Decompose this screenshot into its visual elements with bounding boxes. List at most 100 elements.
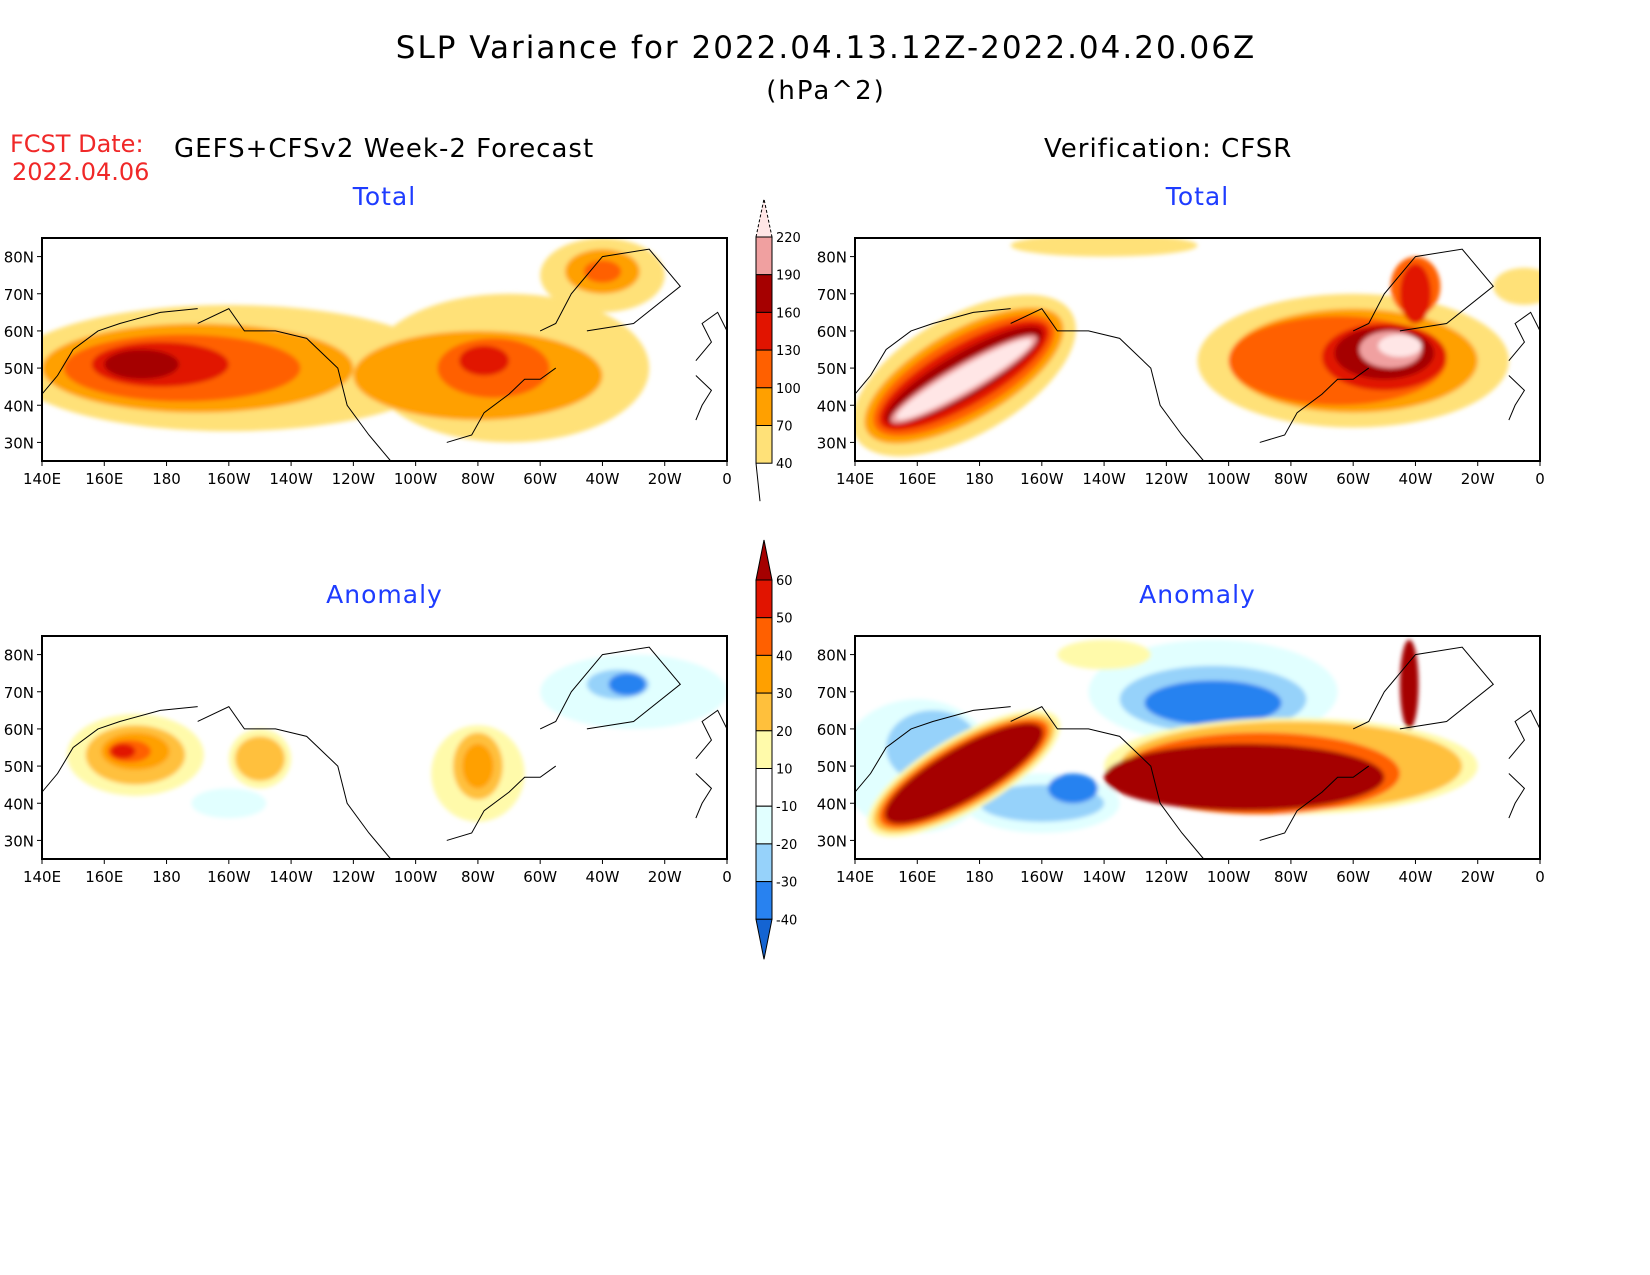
lon-tick-label: 180: [152, 470, 181, 488]
lat-tick-label: 60N: [817, 721, 847, 739]
coastline: [695, 375, 713, 421]
lon-tick-label: 140W: [269, 868, 313, 886]
colorbar-box: [755, 387, 773, 426]
lon-tick-label: 20W: [648, 868, 682, 886]
lon-tick-label: 140W: [1082, 868, 1126, 886]
contour-region: [1493, 267, 1540, 305]
lat-tick-label: 40N: [817, 795, 847, 813]
lat-tick-label: 30N: [817, 832, 847, 850]
lon-tick-label: 80W: [1274, 868, 1308, 886]
coastline: [1508, 709, 1540, 759]
lon-tick-label: 140W: [269, 470, 313, 488]
colorbar-box: [755, 881, 773, 920]
lon-tick-label: 140E: [23, 470, 61, 488]
lon-tick-label: 20W: [1461, 470, 1495, 488]
panel-title-verification-total: Total: [1165, 182, 1230, 211]
lat-tick-label: 50N: [817, 758, 847, 776]
lat-tick-label: 80N: [817, 249, 847, 267]
contour-region: [896, 339, 1032, 420]
lat-tick-label: 50N: [4, 758, 34, 776]
lat-tick-label: 80N: [817, 647, 847, 665]
colorbar-box: [755, 654, 773, 694]
lat-tick-label: 70N: [4, 684, 34, 702]
lon-tick-label: 60W: [1336, 868, 1370, 886]
lon-tick-label: 100W: [1207, 868, 1251, 886]
map-frame: [41, 237, 728, 462]
coastline: [1508, 375, 1526, 421]
contour-region: [583, 260, 622, 283]
contour-region: [1399, 264, 1432, 324]
lon-tick-label: 160E: [898, 470, 936, 488]
colorbar-label: -10: [776, 800, 797, 815]
panel-title-forecast-total: Total: [352, 182, 417, 211]
coastline: [695, 311, 727, 361]
map-frame: [41, 635, 728, 860]
contour-region: [110, 743, 136, 759]
anomaly-colorbar: -40 -30 -20 -10 10 20 30 40 50 60: [755, 539, 797, 960]
map-frame: [854, 635, 1541, 860]
contour-region: [884, 723, 1044, 824]
lat-tick-label: 60N: [4, 323, 34, 341]
lon-tick-label: 0: [1535, 470, 1545, 488]
contour-region: [608, 673, 647, 696]
lat-tick-label: 60N: [817, 323, 847, 341]
lon-tick-label: 160E: [898, 868, 936, 886]
lon-tick-label: 40W: [585, 868, 619, 886]
colorbar-label: 100: [776, 382, 801, 397]
colorbar-box: [755, 768, 773, 807]
lon-tick-label: 60W: [1336, 470, 1370, 488]
coastline: [695, 709, 727, 759]
lon-tick-label: 0: [1535, 868, 1545, 886]
coastline: [695, 773, 713, 819]
coastline: [855, 308, 1011, 395]
coastline: [1259, 367, 1370, 443]
colorbar-box: [755, 692, 773, 732]
lon-tick-label: 120W: [332, 470, 376, 488]
contour-region: [459, 345, 510, 376]
colorbar-box: [755, 805, 773, 845]
lon-tick-label: 40W: [585, 470, 619, 488]
lat-tick-label: 40N: [817, 397, 847, 415]
lat-tick-label: 70N: [817, 684, 847, 702]
colorbar-label: 130: [776, 344, 801, 359]
map-forecast-total: [42, 238, 727, 461]
colorbar-label: -40: [776, 913, 797, 928]
colorbar-label: 60: [776, 574, 793, 589]
units-label: (hPa^2): [766, 76, 886, 106]
lat-tick-label: 30N: [4, 832, 34, 850]
lon-tick-label: 80W: [461, 470, 495, 488]
main-title: SLP Variance for 2022.04.13.12Z-2022.04.…: [395, 30, 1257, 66]
coastline: [446, 367, 557, 443]
colorbar-box: [755, 730, 773, 769]
contour-region: [1048, 773, 1098, 804]
lon-tick-label: 160W: [207, 470, 251, 488]
contour-region: [1378, 334, 1422, 357]
lon-tick-label: 80W: [1274, 470, 1308, 488]
coastline: [1508, 311, 1540, 361]
coastline: [42, 706, 198, 793]
coastline: [1010, 307, 1205, 461]
lon-tick-label: 100W: [1207, 470, 1251, 488]
coastline: [42, 308, 198, 395]
coastline: [539, 248, 682, 332]
lat-tick-label: 50N: [4, 360, 34, 378]
lon-tick-label: 100W: [394, 868, 438, 886]
colorbar-label: 40: [776, 457, 793, 472]
panel-title-verification-anomaly: Anomaly: [1139, 580, 1256, 609]
lat-tick-label: 70N: [817, 286, 847, 304]
lon-tick-label: 20W: [648, 470, 682, 488]
colorbar-label: 160: [776, 306, 801, 321]
contour-region: [1104, 743, 1385, 811]
lat-tick-label: 70N: [4, 286, 34, 304]
lon-tick-label: 160E: [85, 470, 123, 488]
left-header: GEFS+CFSv2 Week-2 Forecast: [174, 134, 595, 164]
coastline: [1508, 773, 1526, 819]
colorbar-box: [755, 236, 773, 276]
coastline: [1259, 765, 1370, 841]
map-verification-total: [855, 238, 1540, 461]
colorbar-label: -20: [776, 838, 797, 853]
colorbar-label: 10: [776, 763, 793, 778]
lat-tick-label: 60N: [4, 721, 34, 739]
